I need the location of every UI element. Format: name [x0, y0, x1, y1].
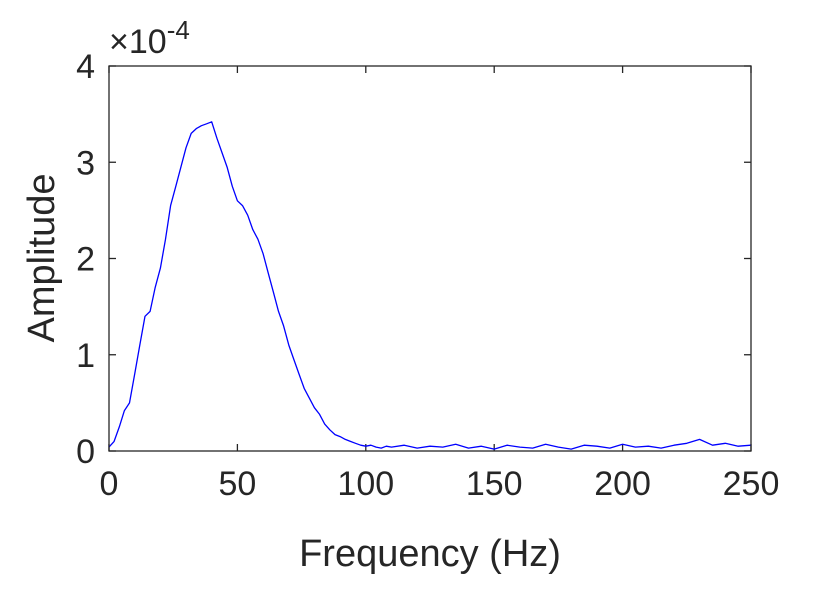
x-tick-label: 0 [100, 465, 119, 503]
y-exponent-base: ×10 [109, 23, 167, 61]
axes-box [108, 65, 752, 452]
x-axis-label: Frequency (Hz) [299, 533, 561, 575]
x-tick-label: 50 [218, 465, 256, 503]
x-tick-labels: 0 50 100 150 200 250 [100, 465, 780, 503]
series-line [108, 121, 752, 450]
y-tick-label: 3 [76, 144, 95, 182]
y-tick-label: 1 [76, 337, 95, 375]
y-axis-label: Amplitude [21, 174, 63, 343]
y-tick-labels: 0 1 2 3 4 [76, 48, 95, 471]
x-tick-label: 200 [594, 465, 651, 503]
x-tick-label: 250 [723, 465, 780, 503]
x-tick-label: 150 [466, 465, 523, 503]
y-exponent-power: -4 [167, 15, 190, 45]
y-exponent-label: ×10-4 [109, 15, 190, 61]
series-layer [108, 121, 752, 450]
y-tick-label: 4 [76, 48, 95, 86]
y-tick-label: 0 [76, 433, 95, 471]
plot-area [109, 66, 751, 451]
x-tick-label: 100 [337, 465, 394, 503]
y-tick-label: 2 [76, 241, 95, 279]
